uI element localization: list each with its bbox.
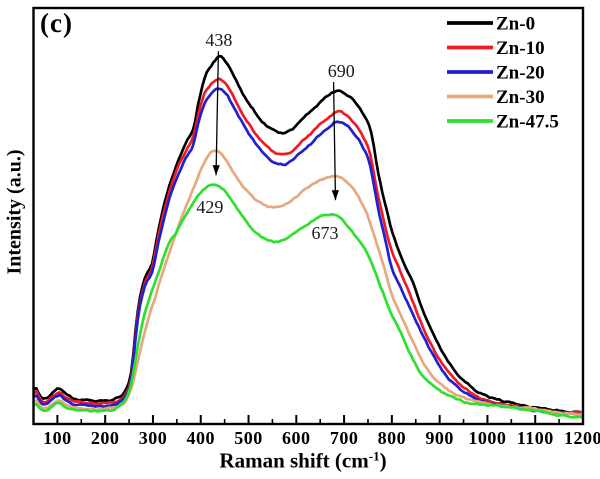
legend-label-zn-30: Zn-30 [496, 87, 545, 108]
x-tick-label-1100: 1100 [517, 428, 554, 448]
annotation-arrowhead-icon-438 [212, 165, 220, 176]
x-axis-label-close: ) [379, 448, 387, 473]
panel-label: (c) [40, 8, 73, 38]
x-tick-label-200: 200 [91, 428, 120, 448]
x-axis-label-text: Raman shift (cm [219, 448, 369, 473]
legend-label-zn-10: Zn-10 [496, 38, 545, 59]
x-tick-label-1200: 1200 [564, 428, 600, 448]
x-axis-label: Raman shift (cm-1) [219, 448, 386, 473]
x-tick-label-800: 800 [378, 428, 407, 448]
peak-annotation-429: 429 [196, 197, 223, 217]
peak-annotation-690: 690 [328, 61, 355, 81]
legend-label-zn-0: Zn-0 [496, 14, 535, 35]
x-tick-label-700: 700 [330, 428, 359, 448]
x-tick-label-400: 400 [186, 428, 215, 448]
peak-annotation-438: 438 [205, 30, 232, 50]
x-tick-label-300: 300 [139, 428, 168, 448]
x-tick-label-900: 900 [425, 428, 454, 448]
annotation-arrowhead-icon-690 [331, 190, 339, 201]
legend-label-zn-20: Zn-20 [496, 63, 545, 84]
plot-frame [32, 6, 585, 426]
x-tick-label-100: 100 [43, 428, 72, 448]
series-curve-zn-30 [33, 149, 584, 417]
x-tick-label-1000: 1000 [468, 428, 506, 448]
y-axis-label: Intensity (a.u.) [3, 149, 26, 275]
x-tick-label-600: 600 [282, 428, 311, 448]
legend-label-zn-47-5: Zn-47.5 [496, 112, 559, 133]
x-axis-label-superscript: -1 [368, 448, 380, 464]
annotation-arrow-line-690 [332, 82, 337, 201]
series-curve-zn-0 [33, 54, 584, 415]
series-curve-zn-47-5 [33, 183, 584, 420]
x-tick-label-500: 500 [234, 428, 263, 448]
peak-annotation-673: 673 [311, 223, 338, 243]
annotation-arrow-line-438 [215, 51, 220, 176]
